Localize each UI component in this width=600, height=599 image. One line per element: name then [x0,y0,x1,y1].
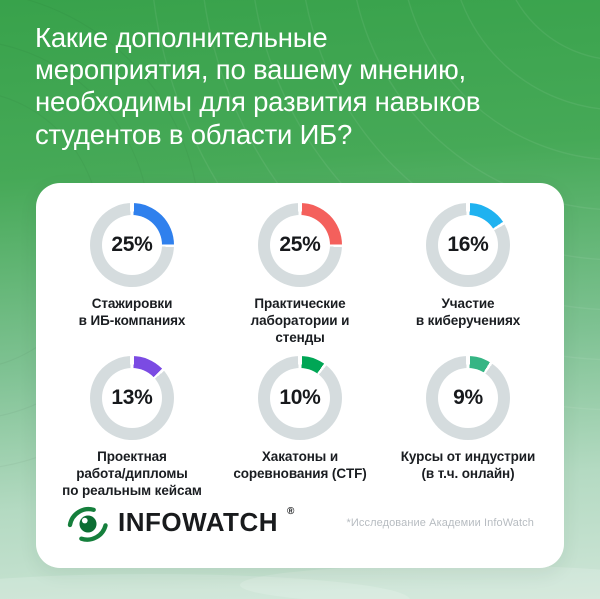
stat-cell-internships: 25% Стажировки в ИБ-компаниях [50,203,214,346]
donut-chart-internships: 25% [90,203,174,287]
infowatch-logo: INFOWATCH ® [66,504,295,542]
donut-label: Стажировки в ИБ-компаниях [78,296,186,328]
donut-label: Практические лаборатории и стенды [250,296,350,345]
donut-grid: 25% Стажировки в ИБ-компаниях 25% Практи… [50,203,550,499]
donut-label: Проектная работа/дипломы по реальным кей… [62,449,202,498]
stats-card: 25% Стажировки в ИБ-компаниях 25% Практи… [36,183,564,568]
stat-cell-hackathons: 10% Хакатоны и соревнования (CTF) [218,356,382,499]
donut-label: Курсы от индустрии (в т.ч. онлайн) [400,449,536,481]
donut-chart-hackathons: 10% [258,356,342,440]
stat-cell-cyberexercises: 16% Участие в киберучениях [386,203,550,346]
card-footer: INFOWATCH ® *Исследование Академии InfoW… [50,504,550,544]
donut-percent: 25% [111,233,153,256]
research-note: *Исследование Академии InfoWatch [346,517,534,529]
stat-cell-projects: 13% Проектная работа/дипломы по реальным… [50,356,214,499]
donut-percent: 25% [279,233,321,256]
donut-percent: 9% [453,386,483,409]
donut-percent: 10% [279,386,321,409]
donut-percent: 13% [111,386,153,409]
donut-chart-cyberexercises: 16% [426,203,510,287]
stat-cell-labs: 25% Практические лаборатории и стенды [218,203,382,346]
donut-chart-projects: 13% [90,356,174,440]
donut-label: Участие в киберучениях [415,296,521,328]
donut-chart-courses: 9% [426,356,510,440]
donut-label: Хакатоны и соревнования (CTF) [233,449,367,481]
logo-wordmark: INFOWATCH [118,507,278,537]
donut-percent: 16% [447,233,489,256]
stat-cell-courses: 9% Курсы от индустрии (в т.ч. онлайн) [386,356,550,499]
registered-mark: ® [287,506,295,517]
donut-chart-labs: 25% [258,203,342,287]
page-title: Какие дополнительные мероприятия, по ваш… [35,22,481,150]
eye-icon [67,507,108,542]
